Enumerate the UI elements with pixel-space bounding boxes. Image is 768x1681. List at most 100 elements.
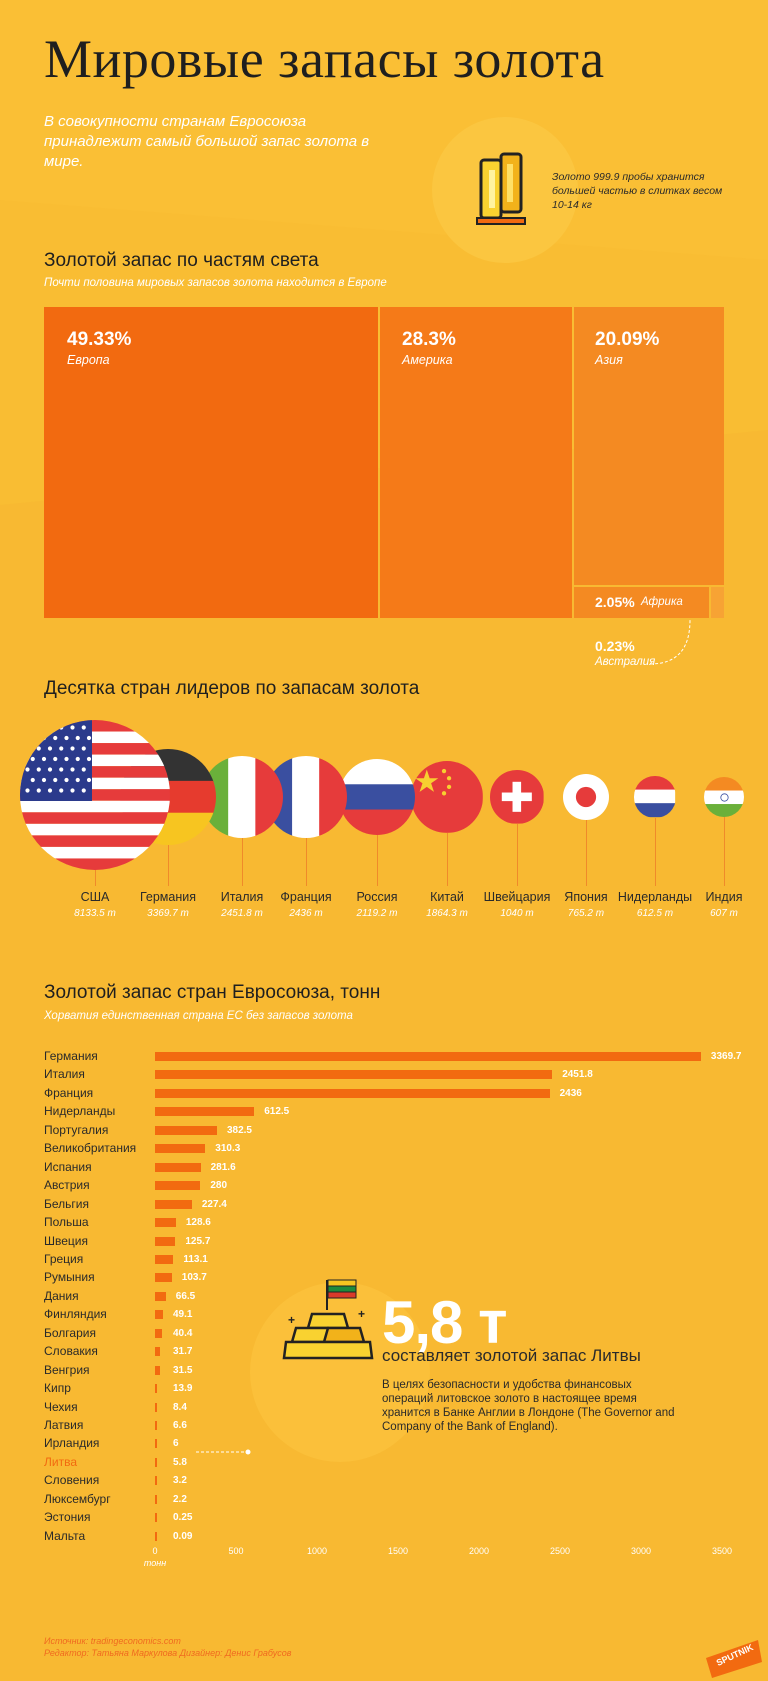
- eu-country-label: Австрия: [44, 1178, 90, 1193]
- eu-country-label: Франция: [44, 1085, 94, 1100]
- treemap-name-australia: Австралия: [595, 656, 656, 668]
- eu-country-label: Кипр: [44, 1381, 71, 1396]
- eu-bar: [155, 1199, 192, 1209]
- eu-country-label: Словакия: [44, 1344, 98, 1359]
- eu-bar: [155, 1291, 166, 1301]
- eu-bar: [155, 1457, 157, 1467]
- eu-bar-value: 6: [173, 1438, 179, 1450]
- eu-bar: [155, 1181, 201, 1191]
- eu-bar: [155, 1347, 161, 1357]
- eu-country-label: Венгрия: [44, 1362, 90, 1377]
- eu-bar-value: 6.6: [173, 1420, 187, 1431]
- eu-bar-value: 612.5: [264, 1106, 290, 1118]
- x-tick-label: 2500: [549, 1546, 571, 1556]
- eu-bar-value: 31.7: [173, 1346, 193, 1358]
- eu-bar-value: 2451.8: [562, 1069, 593, 1081]
- treemap-cell-asia: 20.09% Азия: [574, 307, 724, 585]
- gold-bars-icon: [476, 152, 526, 225]
- eu-bar-value: 5.8: [173, 1456, 187, 1468]
- eu-bar: [155, 1218, 176, 1228]
- eu-bar-value: 3.2: [173, 1475, 187, 1487]
- eu-country-label: Швеция: [44, 1233, 88, 1248]
- eu-bar-value: 49.1: [173, 1309, 193, 1321]
- eu-bar-value: 8.4: [173, 1401, 187, 1413]
- australia-callout-line: [650, 620, 691, 665]
- treemap-pct-europe: 49.33%: [67, 329, 132, 350]
- eu-bar: [155, 1439, 157, 1449]
- eu-country-label: Мальта: [44, 1528, 86, 1543]
- eu-country-label: Литва: [44, 1454, 77, 1469]
- eu-country-label: Ирландия: [44, 1436, 100, 1451]
- eu-bar-value: 0.25: [173, 1512, 193, 1524]
- eu-country-label: Люксембург: [44, 1491, 111, 1506]
- x-tick-label: 3500: [711, 1546, 733, 1556]
- eu-bar: [155, 1273, 172, 1283]
- x-tick-label: 500: [228, 1546, 244, 1556]
- x-axis-unit: тонн: [143, 1558, 167, 1568]
- eu-country-label: Греция: [44, 1251, 84, 1266]
- eu-country-label: Великобритания: [44, 1141, 137, 1156]
- eu-country-label: Чехия: [44, 1399, 78, 1414]
- eu-bar: [155, 1088, 550, 1098]
- section3-title: Золотой запас стран Евросоюза, тонн: [44, 982, 381, 1003]
- eu-bar: [155, 1476, 157, 1486]
- treemap-name-europe: Европа: [67, 353, 110, 367]
- eu-country-label: Эстония: [44, 1510, 91, 1525]
- x-tick-label: 1500: [387, 1546, 409, 1556]
- eu-bar: [155, 1531, 157, 1541]
- eu-country-label: Болгария: [44, 1325, 96, 1340]
- eu-bar-value: 0.09: [173, 1530, 193, 1542]
- eu-bar: [155, 1513, 157, 1523]
- eu-bar-value: 40.4: [173, 1327, 193, 1339]
- eu-bar: [155, 1310, 163, 1320]
- eu-bar-value: 2.2: [173, 1493, 187, 1505]
- eu-bar: [155, 1236, 176, 1246]
- section3-subtitle: Хорватия единственная страна ЕС без запа…: [44, 1010, 353, 1022]
- treemap-name-africa: Африка: [641, 596, 683, 608]
- treemap-cell-africa: 2.05% Африка: [574, 587, 709, 618]
- eu-bar-value: 227.4: [201, 1198, 227, 1210]
- eu-bar-value: 13.9: [173, 1383, 193, 1395]
- treemap-cell-europe: 49.33% Европа: [44, 307, 378, 618]
- eu-bar: [155, 1254, 174, 1264]
- section1-title: Золотой запас по частям света: [44, 250, 319, 271]
- treemap-pct-america: 28.3%: [402, 329, 456, 350]
- eu-bar: [155, 1365, 161, 1375]
- eu-bar: [155, 1144, 206, 1154]
- eu-country-label: Италия: [44, 1067, 85, 1082]
- eu-country-label: Германия: [44, 1049, 98, 1063]
- eu-bar-value: 113.1: [183, 1253, 208, 1265]
- eu-bar: [155, 1494, 157, 1504]
- eu-country-label: Португалия: [44, 1122, 109, 1137]
- footer-source: Источник: tradingeconomics.com: [44, 1636, 181, 1646]
- svg-text:+: +: [288, 1313, 295, 1327]
- gold-pile-icon: + +: [282, 1279, 374, 1360]
- eu-bar: [155, 1384, 158, 1394]
- eu-country-label: Латвия: [44, 1418, 84, 1432]
- eu-bar-value: 3369.7: [710, 1051, 742, 1062]
- lithuania-description: В целях безопасности и удобства финансов…: [382, 1379, 675, 1433]
- eu-bar: [155, 1328, 162, 1338]
- eu-bar-value: 310.3: [215, 1143, 241, 1155]
- eu-country-label: Дания: [44, 1288, 79, 1303]
- eu-bar: [155, 1402, 157, 1412]
- eu-bar-value: 281.6: [210, 1161, 236, 1173]
- treemap-pct-africa: 2.05%: [595, 594, 635, 610]
- section2-title: Десятка стран лидеров по запасам золота: [44, 678, 420, 699]
- eu-bar: [155, 1125, 217, 1135]
- eu-bar-value: 103.7: [181, 1272, 207, 1284]
- treemap-cell-australia: [711, 587, 724, 618]
- eu-country-label: Финляндия: [44, 1307, 107, 1322]
- eu-country-label: Нидерланды: [44, 1104, 116, 1119]
- eu-bar: [155, 1070, 553, 1080]
- treemap-pct-australia: 0.23%: [595, 638, 635, 654]
- eu-country-label: Словения: [44, 1473, 100, 1488]
- eu-country-label: Румыния: [44, 1270, 95, 1285]
- eu-bar-value: 280: [210, 1180, 228, 1192]
- eu-bar: [155, 1107, 255, 1117]
- eu-bar: [155, 1052, 701, 1061]
- section1-subtitle: Почти половина мировых запасов золота на…: [44, 277, 387, 289]
- lithuania-flag-icon: [327, 1279, 357, 1299]
- eu-bar-value: 382.5: [226, 1124, 252, 1136]
